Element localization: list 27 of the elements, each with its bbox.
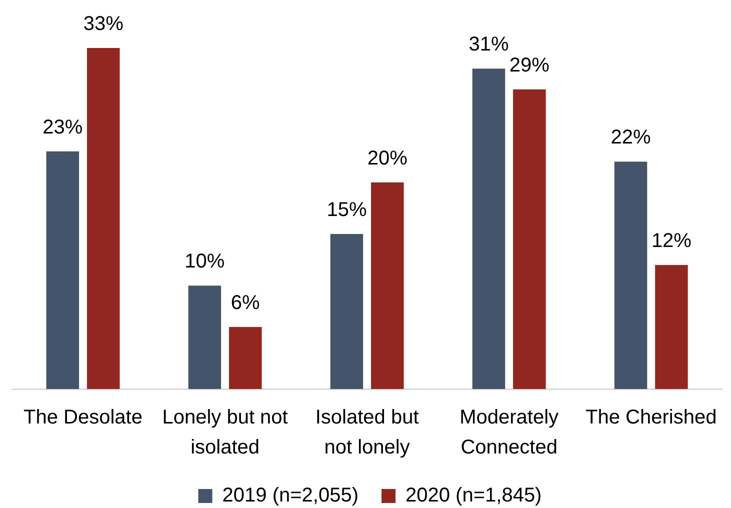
bar [614,162,648,389]
data-label: 6% [230,292,260,314]
data-label: 15% [326,199,367,221]
x-tick-label: The Cherished [586,406,717,429]
bar [330,234,364,389]
bar [371,182,404,389]
data-label: 33% [83,13,124,35]
bar [86,48,120,389]
bar [188,286,222,389]
bar [229,327,262,389]
legend-label: 2019 (n=2,055) [222,484,359,507]
x-tick-label: Isolated but not lonely [315,406,420,459]
bar [46,151,80,389]
bar [472,68,506,389]
data-label: 20% [367,147,408,170]
data-label: 10% [184,250,225,273]
data-label: 29% [509,54,550,76]
data-label: 22% [610,126,651,149]
legend-label: 2020 (n=1,845) [406,484,542,507]
x-tick-label: Lonely but not isolated [162,406,288,459]
data-label: 23% [42,116,83,138]
x-tick-label: The Desolate [24,406,142,429]
bar [513,89,546,389]
data-label: 12% [651,230,692,252]
bar [655,265,688,389]
x-tick-label: Moderately Connected [460,406,559,459]
data-label: 31% [468,34,509,56]
